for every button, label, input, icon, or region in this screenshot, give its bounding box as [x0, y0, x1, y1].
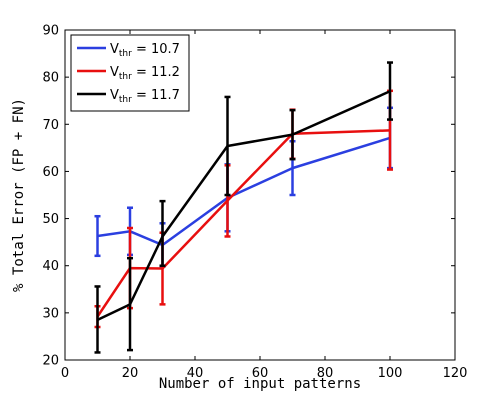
x-tick-label: 20 — [122, 366, 139, 381]
y-tick-label: 40 — [42, 259, 59, 274]
x-tick-label: 0 — [61, 366, 69, 381]
legend-label: Vthr = 10.7 — [110, 42, 180, 59]
data-point — [96, 319, 99, 321]
data-point — [291, 133, 294, 136]
data-point — [291, 167, 294, 169]
x-tick-label: 80 — [317, 366, 334, 381]
y-tick-label: 50 — [42, 212, 59, 227]
data-point — [389, 129, 391, 132]
x-tick-label: 40 — [187, 366, 204, 381]
data-point — [226, 199, 229, 202]
y-tick-label: 60 — [42, 165, 59, 180]
series-3 — [94, 61, 393, 354]
data-point — [129, 303, 131, 306]
y-tick-label: 80 — [42, 71, 59, 86]
data-point — [389, 90, 391, 93]
x-tick-label: 120 — [443, 366, 468, 381]
chart-marks — [94, 61, 393, 354]
series-line — [96, 129, 391, 318]
y-tick-label: 90 — [42, 24, 59, 39]
series-line — [96, 90, 391, 322]
legend-label: Vthr = 11.2 — [110, 65, 180, 82]
legend: Vthr = 10.7 Vthr = 11.2 Vthr = 11.7 — [70, 34, 190, 112]
x-axis-title: Number of input patterns — [159, 376, 361, 392]
y-axis-title: % Total Error (FP + FN) — [11, 98, 27, 292]
data-point — [226, 145, 229, 147]
data-point — [161, 235, 164, 238]
legend-label: Vthr = 11.7 — [110, 88, 180, 105]
x-tick-label: 60 — [252, 366, 269, 381]
data-point — [96, 235, 99, 237]
y-tick-label: 70 — [42, 118, 59, 133]
series-line — [97, 136, 391, 247]
y-tick-label: 30 — [42, 306, 59, 321]
x-tick-label: 100 — [378, 366, 403, 381]
data-point — [161, 267, 164, 270]
y-tick-label: 20 — [42, 354, 59, 369]
